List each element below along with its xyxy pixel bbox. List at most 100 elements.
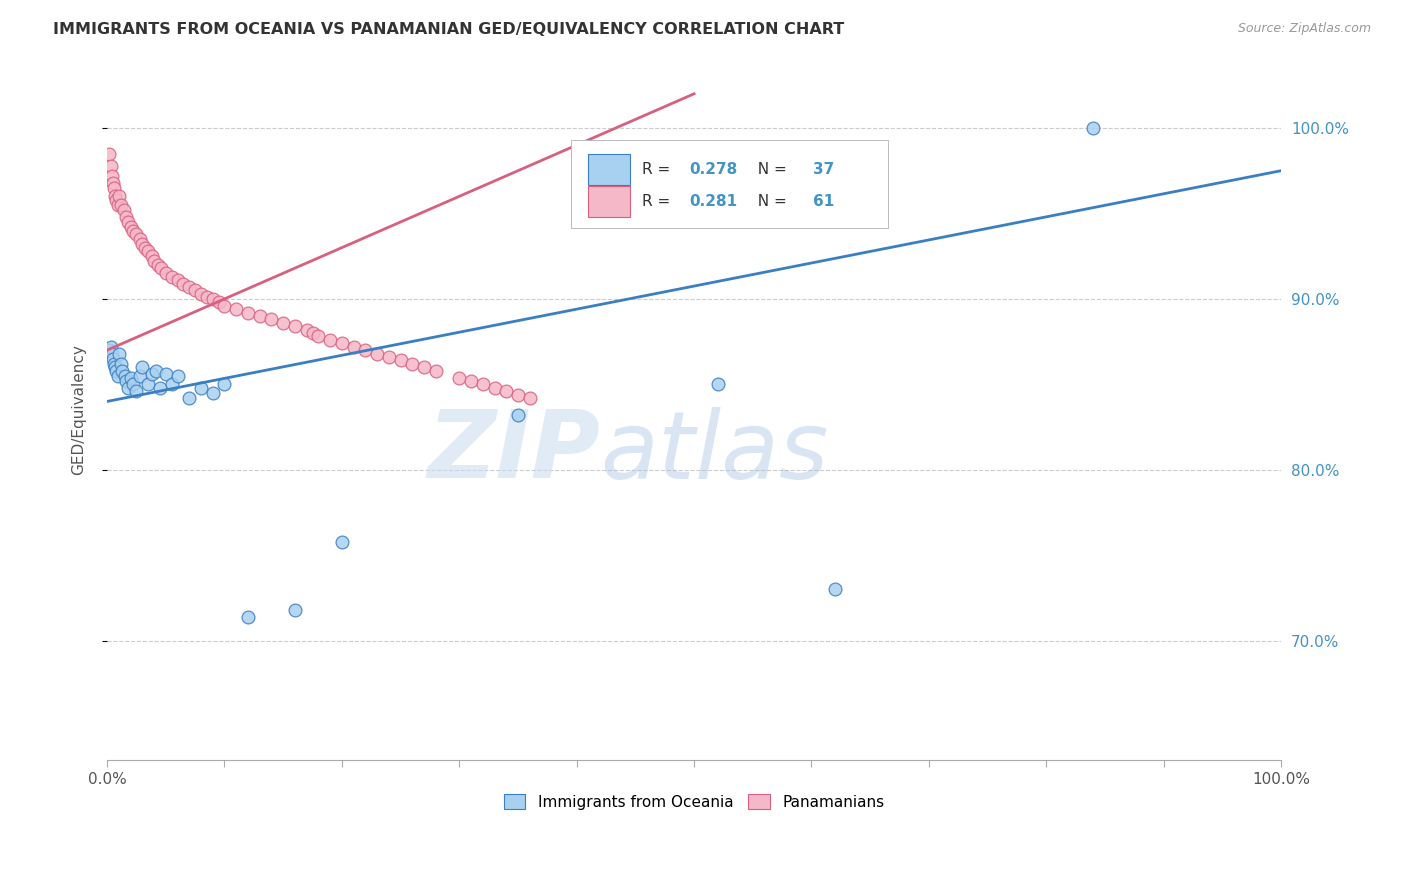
Point [506,408,529,422]
Point [100,159,122,173]
Point [330,534,353,549]
Point [136,377,159,392]
Point [100,169,122,183]
Point [214,377,236,392]
Text: 61: 61 [813,194,834,210]
Point [236,609,259,624]
Point [201,292,224,306]
Point [104,189,127,203]
Point [413,360,436,375]
Point [460,374,482,388]
Point [155,367,177,381]
Legend: Immigrants from Oceania, Panamanians: Immigrants from Oceania, Panamanians [498,788,890,816]
Point [105,193,128,207]
Text: IMMIGRANTS FROM OCEANIA VS PANAMANIAN GED/EQUIVALENCY CORRELATION CHART: IMMIGRANTS FROM OCEANIA VS PANAMANIAN GE… [53,22,845,37]
Point [190,381,212,395]
Point [495,384,517,399]
Point [150,261,173,276]
Point [179,391,201,405]
Point [129,368,152,383]
Point [1083,120,1105,135]
Point [172,277,194,291]
Point [330,336,353,351]
Point [295,323,318,337]
Point [519,391,541,405]
Point [125,384,148,399]
Point [120,370,142,384]
Point [143,254,166,268]
Point [117,215,139,229]
Point [319,333,342,347]
Point [207,295,229,310]
Point [706,377,728,392]
Point [131,237,153,252]
FancyBboxPatch shape [571,140,887,227]
Text: atlas: atlas [600,407,828,498]
Point [101,351,124,366]
Point [115,210,138,224]
Point [111,364,134,378]
Point [103,357,125,371]
Point [141,367,163,381]
Point [389,353,412,368]
Point [301,326,323,340]
Point [101,176,124,190]
Point [401,357,423,371]
Point [114,368,136,383]
Point [136,244,159,258]
Point [307,329,329,343]
Point [225,302,247,317]
Point [131,360,153,375]
Text: ZIP: ZIP [427,406,600,498]
Text: 37: 37 [813,162,834,177]
Point [160,269,183,284]
Text: 0.281: 0.281 [689,194,738,210]
Point [471,377,494,392]
Point [179,280,201,294]
Point [284,319,307,334]
Text: N =: N = [748,162,792,177]
Point [110,357,132,371]
Point [98,146,121,161]
Point [103,181,125,195]
Point [134,241,156,255]
Point [149,381,172,395]
Point [122,223,145,237]
Point [249,309,271,323]
FancyBboxPatch shape [589,153,630,186]
Point [236,305,259,319]
Point [824,582,846,597]
Point [145,364,167,378]
Point [105,364,128,378]
Point [112,202,135,217]
Y-axis label: GED/Equivalency: GED/Equivalency [72,344,86,475]
Point [146,258,169,272]
Point [260,312,283,326]
Point [100,340,122,354]
Point [104,360,127,375]
Point [107,368,129,383]
Point [271,316,294,330]
Point [122,377,145,392]
Point [190,286,212,301]
Point [107,198,129,212]
Point [108,346,131,360]
Point [160,377,183,392]
Point [449,370,471,384]
Point [214,299,236,313]
Point [166,273,188,287]
Point [284,603,307,617]
Text: Source: ZipAtlas.com: Source: ZipAtlas.com [1237,22,1371,36]
Point [141,249,163,263]
Point [184,283,207,297]
Point [98,343,121,358]
Point [425,364,447,378]
Text: R =: R = [643,162,675,177]
Point [366,346,388,360]
Point [195,290,218,304]
Text: 0.278: 0.278 [689,162,738,177]
Point [484,381,506,395]
Point [125,227,148,241]
Point [108,189,131,203]
Point [117,381,139,395]
